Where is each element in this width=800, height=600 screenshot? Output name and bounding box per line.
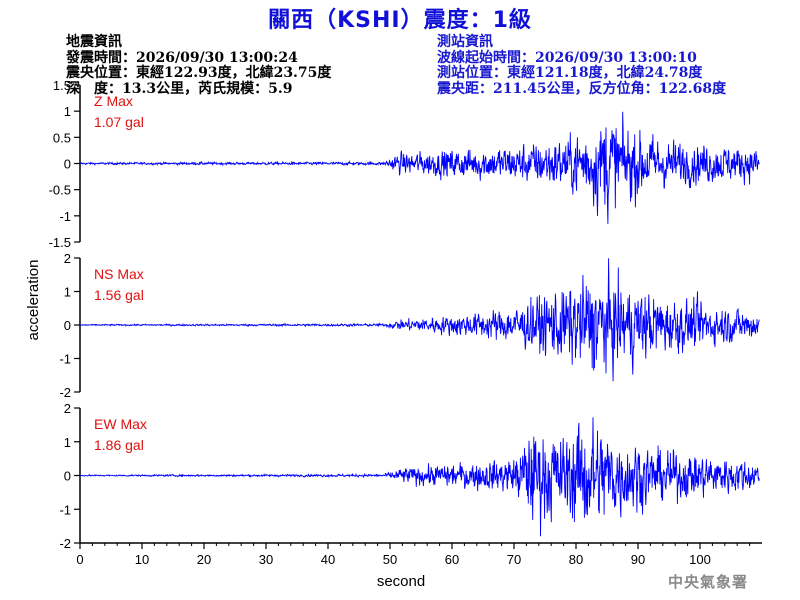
earthquake-info: 地震資訊 發震時間：2026/09/30 13:00:24 震央位置：東經122… — [66, 34, 332, 97]
epicenter-location: 震央位置：東經122.93度，北緯23.75度 — [66, 65, 332, 81]
x-tick-label: 40 — [321, 552, 335, 567]
x-tick-label: 70 — [507, 552, 521, 567]
x-tick-label: 50 — [383, 552, 397, 567]
y-tick-label-ns: 0 — [64, 318, 71, 333]
epicentral-distance-azimuth: 震央距：211.45公里，反方位角：122.68度 — [437, 80, 727, 97]
x-tick-label: 100 — [689, 552, 711, 567]
max-label-z: Z Max — [94, 93, 133, 109]
max-value-ns: 1.56 gal — [94, 287, 144, 303]
y-tick-label-ew: 2 — [64, 401, 71, 416]
y-tick-label-z: 0.5 — [53, 130, 71, 145]
max-value-z: 1.07 gal — [94, 114, 144, 130]
x-tick-label: 60 — [445, 552, 459, 567]
max-value-ew: 1.86 gal — [94, 437, 144, 453]
y-tick-label-ew: 0 — [64, 469, 71, 484]
y-tick-label-ns: 1 — [64, 285, 71, 300]
y-tick-label-z: 1.5 — [53, 78, 71, 93]
earthquake-info-heading: 地震資訊 — [66, 34, 122, 50]
page-title: 關西（KSHI）震度：1級 — [268, 8, 532, 33]
x-tick-label: 30 — [259, 552, 273, 567]
x-tick-label: 80 — [569, 552, 583, 567]
y-tick-label-z: -0.5 — [49, 183, 71, 198]
waveform-ns — [80, 258, 760, 382]
y-tick-label-ew: 1 — [64, 435, 71, 450]
y-tick-label-ew: -2 — [59, 536, 71, 551]
y-tick-label-z: -1 — [59, 209, 71, 224]
y-axis-label: acceleration — [25, 260, 42, 341]
y-tick-label-ns: -1 — [59, 352, 71, 367]
x-tick-label: 20 — [197, 552, 211, 567]
y-tick-label-ns: 2 — [64, 251, 71, 266]
x-tick-label: 0 — [76, 552, 83, 567]
x-tick-label: 10 — [135, 552, 149, 567]
y-tick-label-z: 1 — [64, 104, 71, 119]
waveform-z — [79, 111, 760, 224]
max-label-ew: EW Max — [94, 416, 147, 432]
x-tick-label: 90 — [631, 552, 645, 567]
station-location: 測站位置：東經121.18度，北緯24.78度 — [437, 65, 703, 81]
station-info-heading: 測站資訊 — [437, 34, 493, 50]
origin-time: 發震時間：2026/09/30 13:00:24 — [66, 49, 298, 66]
agency-logo-text: 中央氣象署 — [667, 573, 748, 591]
station-info: 測站資訊 波線起始時間：2026/09/30 13:00:10 測站位置：東經1… — [437, 34, 727, 97]
waveform-ew — [79, 417, 760, 537]
y-tick-label-ew: -1 — [59, 502, 71, 517]
waveform-onset-time: 波線起始時間：2026/09/30 13:00:10 — [437, 49, 697, 66]
depth-magnitude: 深 度：13.3公里，芮氏規模：5.9 — [66, 80, 293, 97]
max-label-ns: NS Max — [94, 266, 144, 282]
y-tick-label-z: -1.5 — [49, 235, 71, 250]
y-tick-label-z: 0 — [64, 157, 71, 172]
y-tick-label-ns: -2 — [59, 385, 71, 400]
x-axis-label: second — [377, 573, 425, 590]
